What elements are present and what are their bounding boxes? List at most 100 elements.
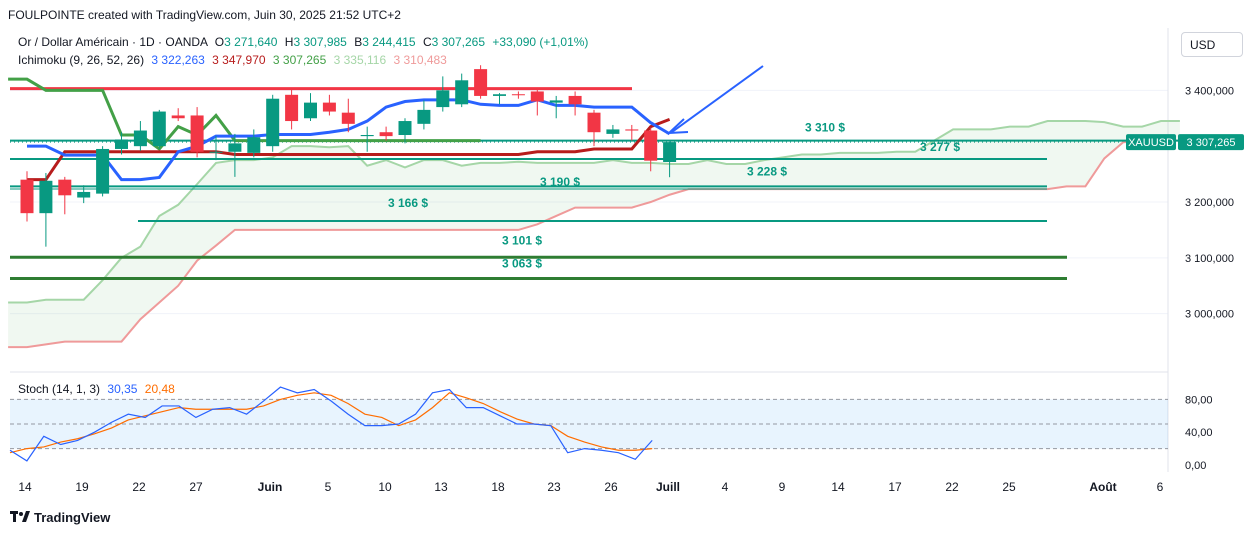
y-axis-label: 3 200,000 [1185,197,1234,209]
tradingview-logo[interactable]: TradingView [10,510,110,526]
candle-body [77,191,91,198]
x-axis-label: 6 [1157,480,1164,494]
stoch-d-line [9,392,653,454]
candle-body [663,142,677,163]
stoch-k-value: 30,35 [107,382,138,396]
candle-body [474,69,488,96]
x-axis-label: Juill [656,480,680,494]
x-axis-label: 26 [604,480,618,494]
candle-body [398,121,412,136]
x-axis-label: 23 [547,480,561,494]
symbol-tag-bg [1126,134,1176,151]
open-value: 3 271,640 [224,35,278,49]
high-value: 3 307,985 [293,35,347,49]
candle-body [190,115,204,152]
ichimoku-tenkan-value: 3 322,263 [151,53,205,67]
candle-body [644,130,658,161]
candle-body [360,135,374,137]
y-axis-label: 3 400,000 [1185,85,1234,97]
last-price-bg [1178,134,1244,151]
candle-body [568,95,582,105]
x-axis-label: 14 [831,480,845,494]
level-label: 3 310 $ [805,121,845,135]
stoch-label: Stoch (14, 1, 3) [18,382,101,396]
x-axis-label: 25 [1002,480,1016,494]
x-axis-label: 5 [325,480,332,494]
senkou-span-b-line [8,139,1180,349]
stoch-y-axis-label: 0,00 [1185,460,1206,472]
candle-body [625,129,639,131]
chikou-span-line [8,77,481,152]
annotation-arrow [671,65,764,133]
x-axis-label: Août [1089,480,1116,494]
last-price-label: 3 307,265 [1187,137,1236,149]
candle-body [379,132,393,137]
level-label: 3 063 $ [502,256,542,270]
candle-body [115,139,128,149]
candle-body [228,143,242,152]
open-label: O [214,35,225,49]
currency-button[interactable]: USD [1181,32,1243,57]
x-axis-label: 14 [18,480,32,494]
candle-body [247,137,261,153]
candle-body [96,148,110,194]
ichimoku-cloud [8,121,1180,348]
level-label: 3 101 $ [502,233,542,247]
candle-body [511,94,525,96]
candle-body [285,94,299,122]
y-axis-label: 3 000,000 [1185,309,1234,321]
high-label: H [284,35,294,49]
ichimoku-legend: Ichimoku (9, 26, 52, 26) 3 322,263 3 347… [18,53,447,67]
low-value: 3 244,415 [362,35,416,49]
candle-body [39,180,53,214]
x-axis-label: 19 [75,480,89,494]
level-label: 3 228 $ [747,164,787,178]
x-axis-label: 4 [722,480,729,494]
ichimoku-kijun-value: 3 347,970 [212,53,266,67]
candle-body [436,90,450,108]
close-label: C [422,35,432,49]
x-axis-label: 10 [378,480,392,494]
candle-body [493,94,506,96]
candle-body [171,115,185,119]
stoch-y-axis-label: 80,00 [1185,394,1213,406]
kijun-sen-line [27,117,671,182]
candle-body [455,80,469,105]
x-axis-label: 17 [888,480,902,494]
candle-body [58,179,72,196]
y-axis-label: 3 100,000 [1185,253,1234,265]
x-axis-label: 27 [189,480,203,494]
change-value: +33,090 (+1,01%) [492,35,589,49]
stoch-legend: Stoch (14, 1, 3) 30,35 20,48 [18,382,175,396]
stoch-k-line [9,386,653,462]
candle-body [530,91,544,102]
x-axis-label: Juin [258,480,283,494]
candle-body [133,130,147,147]
tradingview-logo-icon [10,511,30,526]
candle-body [549,100,563,103]
ichimoku-lagging-value: 3 307,265 [272,53,327,67]
candle-body [341,112,355,124]
symbol-name: Or / Dollar Américain · 1D · OANDA [18,35,208,49]
tenkan-sen-line [27,98,671,182]
ichimoku-span-b-value: 3 310,483 [393,53,447,67]
x-axis-label: 22 [132,480,146,494]
candle-body [417,109,431,124]
ichimoku-span-a-value: 3 335,116 [333,53,387,67]
candle-body [209,151,223,153]
candle-body [152,111,166,147]
close-value: 3 307,265 [431,35,486,49]
level-label: 3 190 $ [540,175,580,189]
x-axis-label: 9 [779,480,786,494]
stoch-d-value: 20,48 [144,382,175,396]
tradingview-brand: TradingView [34,510,111,525]
stoch-band-fill [10,399,1168,449]
x-axis-label: 18 [491,480,505,494]
level-label: 3 277 $ [920,140,960,154]
candle-body [606,129,620,134]
low-label: B [354,35,363,49]
chart-header: FOULPOINTE created with TradingView.com,… [8,8,401,22]
candle-body [304,102,317,119]
symbol-tag: XAUUSD [1128,137,1174,149]
